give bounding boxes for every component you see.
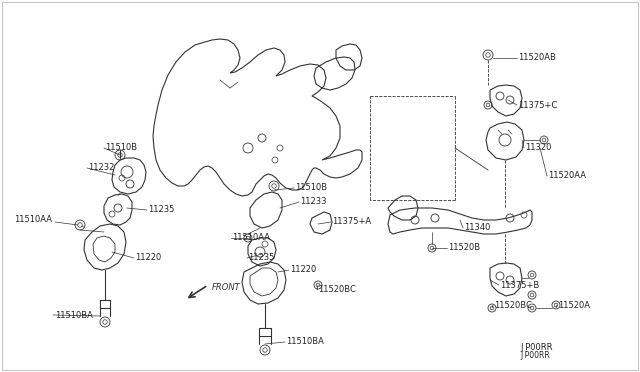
Text: 11520AB: 11520AB bbox=[518, 54, 556, 62]
Text: 11235: 11235 bbox=[148, 205, 174, 215]
Text: 11510AA: 11510AA bbox=[14, 215, 52, 224]
Text: 11220: 11220 bbox=[135, 253, 161, 263]
Text: 11232: 11232 bbox=[88, 164, 115, 173]
Text: 11510BA: 11510BA bbox=[286, 337, 324, 346]
Text: 11375+B: 11375+B bbox=[500, 280, 540, 289]
Text: 11520BC: 11520BC bbox=[494, 301, 532, 310]
Text: 11510AA: 11510AA bbox=[232, 234, 270, 243]
Text: 11520AA: 11520AA bbox=[548, 171, 586, 180]
Text: 11510B: 11510B bbox=[105, 144, 137, 153]
Text: FRONT: FRONT bbox=[212, 283, 241, 292]
Text: 11510B: 11510B bbox=[295, 183, 327, 192]
Text: 11340: 11340 bbox=[464, 224, 490, 232]
Text: 11233: 11233 bbox=[300, 198, 326, 206]
Text: J P00RR: J P00RR bbox=[520, 343, 552, 353]
Text: 11235: 11235 bbox=[248, 253, 275, 263]
Text: 11520BC: 11520BC bbox=[318, 285, 356, 295]
Text: 11520B: 11520B bbox=[448, 244, 480, 253]
Text: 11220: 11220 bbox=[290, 266, 316, 275]
Text: 11320: 11320 bbox=[525, 144, 552, 153]
Text: J P00RR: J P00RR bbox=[520, 350, 550, 359]
Text: 11375+C: 11375+C bbox=[518, 100, 557, 109]
Text: 11510BA: 11510BA bbox=[55, 311, 93, 320]
Text: 11375+A: 11375+A bbox=[332, 218, 371, 227]
Text: 11520A: 11520A bbox=[558, 301, 590, 310]
